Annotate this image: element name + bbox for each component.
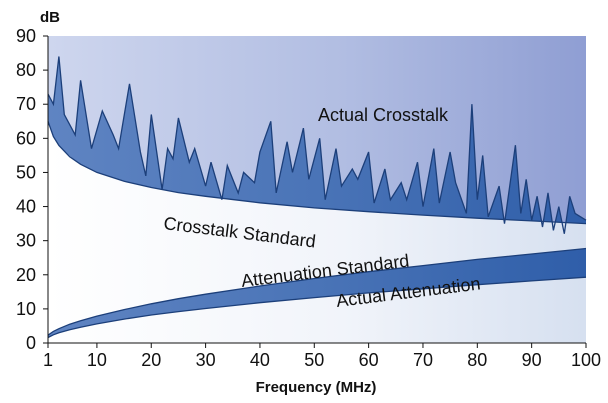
y-tick-label: 10 [16,299,36,319]
y-tick-label: 50 [16,162,36,182]
y-tick-label: 40 [16,197,36,217]
x-tick-label: 100 [571,350,601,370]
x-axis-title: Frequency (MHz) [256,379,377,396]
chart-areas [48,56,586,343]
y-axis-title: dB [40,9,60,26]
x-tick-label: 10 [87,350,107,370]
tick-labels: 0 10 20 30 40 50 60 70 80 90 1 10 20 30 40 50 60 70 80 90 10… [16,26,601,370]
y-tick-label: 30 [16,231,36,251]
x-tick-label: 90 [522,350,542,370]
attenuation-band [48,248,586,338]
x-tick-label: 30 [196,350,216,370]
chart-lines [47,56,587,339]
x-tick-label: 60 [359,350,379,370]
y-tick-label: 20 [16,265,36,285]
actual-attenuation-line [47,276,587,339]
actual-crosstalk-line [47,56,587,234]
crosstalk-standard-line [47,121,587,225]
x-tick-label: 70 [413,350,433,370]
x-tick-label: 40 [250,350,270,370]
chart-axes [43,35,587,348]
y-tick-label: 80 [16,60,36,80]
below-attenuation-area [48,277,586,343]
attenuation-standard-line [47,247,587,336]
y-tick-label: 0 [26,333,36,353]
crosstalk-band [48,56,586,234]
margin-band [48,121,586,336]
x-tick-label: 1 [43,350,53,370]
y-tick-label: 70 [16,94,36,114]
annotation-actual-crosstalk: Actual Crosstalk [318,105,449,125]
y-tick-label: 90 [16,26,36,46]
x-tick-label: 50 [304,350,324,370]
y-tick-label: 60 [16,128,36,148]
x-tick-label: 20 [141,350,161,370]
x-tick-label: 80 [467,350,487,370]
